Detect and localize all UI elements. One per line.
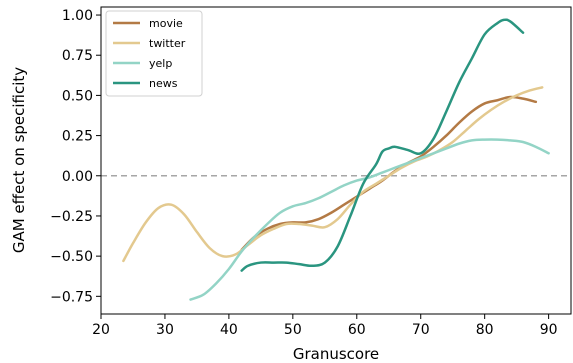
x-tick-label: 80 (476, 322, 494, 338)
y-tick-label: 0.75 (62, 48, 93, 64)
x-tick-label: 70 (412, 322, 430, 338)
y-tick-label: −0.75 (50, 289, 93, 305)
y-tick-label: 0.00 (62, 169, 93, 185)
y-axis-label: GAM effect on specificity (10, 67, 28, 253)
series-line-movie (240, 95, 538, 251)
y-tick-label: −0.50 (50, 249, 93, 265)
legend-box (105, 10, 203, 97)
y-tick-label: 0.50 (62, 88, 93, 104)
series-line-news (240, 18, 525, 272)
y-tick-label: −0.25 (50, 209, 93, 225)
y-axis: −0.75 −0.50 −0.25 0.00 0.25 0.50 0.75 1.00 (50, 8, 101, 305)
series-line-twitter (122, 86, 544, 263)
x-axis-label: Granuscore (293, 345, 379, 363)
legend-label-movie: movie (149, 17, 183, 30)
legend: movie twitter yelp news (105, 10, 203, 97)
legend-label-yelp: yelp (149, 57, 172, 70)
y-tick-label: 0.25 (62, 129, 93, 145)
y-tick-label: 1.00 (62, 8, 93, 24)
x-axis: 20 30 40 50 60 70 80 90 (92, 314, 558, 338)
x-tick-label: 90 (540, 322, 558, 338)
x-tick-label: 20 (92, 322, 110, 338)
x-tick-label: 50 (284, 322, 302, 338)
x-tick-label: 40 (220, 322, 238, 338)
x-tick-label: 60 (348, 322, 366, 338)
legend-label-news: news (149, 77, 178, 90)
legend-label-twitter: twitter (149, 37, 186, 50)
series-line-yelp (189, 138, 550, 301)
plot-frame (100, 6, 572, 315)
plot-area (101, 18, 571, 301)
x-tick-label: 30 (156, 322, 174, 338)
